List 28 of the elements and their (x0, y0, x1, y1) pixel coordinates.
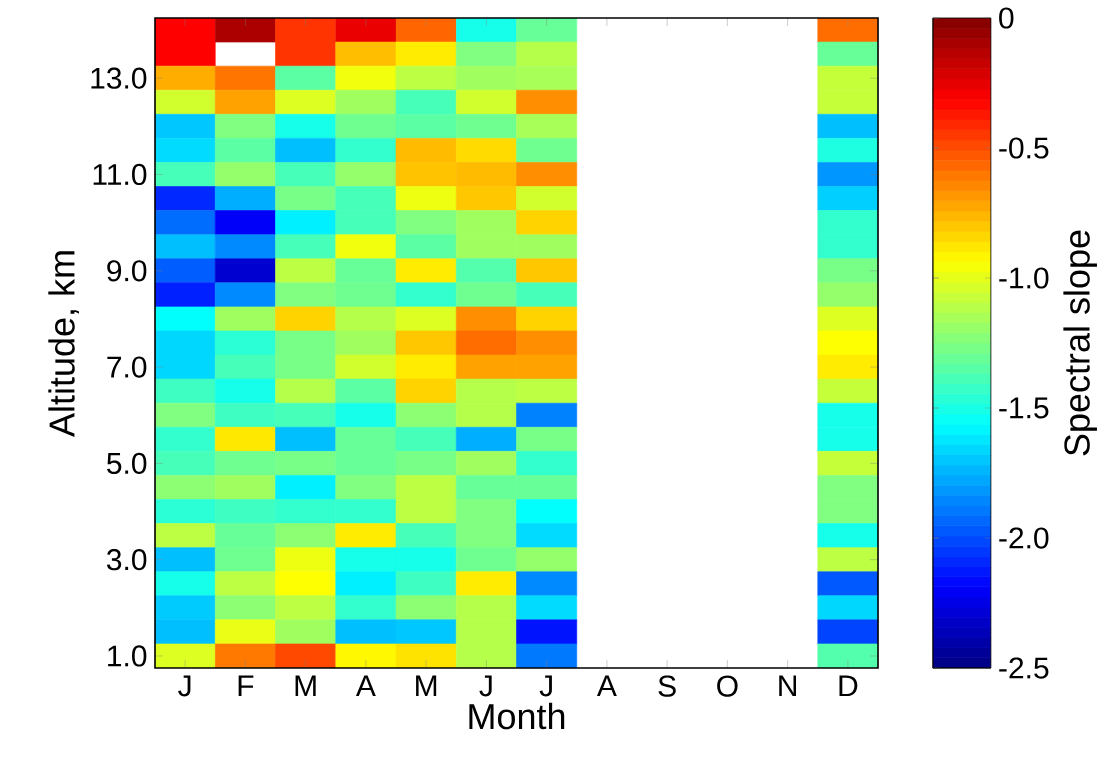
color-bar-label: -2.5 (999, 657, 1049, 679)
y-axis-title: Altitude, km (48, 251, 80, 437)
y-tick-label: 3.0 (106, 549, 147, 571)
y-tick-label: 11.0 (93, 163, 147, 186)
x-tick-label: J (479, 675, 492, 697)
x-tick-label: F (238, 675, 254, 697)
x-tick-label: M (295, 675, 316, 697)
x-tick-label: A (355, 675, 376, 697)
y-tick-label: 13.0 (91, 67, 147, 89)
color-bar-label: 0 (999, 7, 1014, 29)
color-bar-label: -0.5 (999, 137, 1049, 159)
y-tick-label: 9.0 (107, 260, 147, 282)
x-tick-label: A (596, 675, 617, 697)
x-tick-label: M (416, 675, 437, 697)
color-bar-label: -1.0 (999, 267, 1049, 289)
x-tick-label: S (658, 675, 676, 697)
x-tick-label: N (779, 675, 796, 697)
color-bar-label: -1.5 (999, 397, 1049, 419)
x-tick-label: O (717, 675, 738, 697)
x-axis-title: Month (469, 702, 565, 730)
x-tick-label: D (839, 675, 858, 697)
x-tick-label: J (539, 675, 552, 697)
y-tick-label: 7.0 (107, 356, 147, 378)
color-bar-title: Spectral slope (1063, 230, 1097, 456)
x-tick-label: J (178, 675, 191, 697)
y-tick-label: 5.0 (107, 452, 147, 474)
color-bar-label: -2.0 (999, 527, 1049, 549)
y-tick-label: 1.0 (108, 645, 147, 667)
